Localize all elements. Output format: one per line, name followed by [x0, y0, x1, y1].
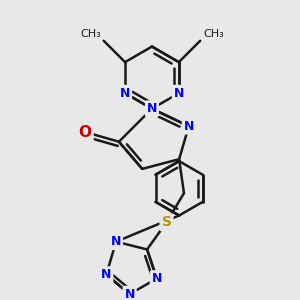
Text: N: N [124, 288, 135, 300]
Text: O: O [79, 125, 92, 140]
Text: CH₃: CH₃ [80, 29, 101, 39]
Text: N: N [111, 235, 121, 248]
Text: CH₃: CH₃ [203, 29, 224, 39]
Text: N: N [101, 268, 112, 281]
Text: N: N [174, 87, 184, 100]
Text: N: N [184, 120, 194, 133]
Text: S: S [161, 215, 172, 229]
Text: N: N [147, 102, 157, 115]
Text: N: N [120, 87, 130, 100]
Text: N: N [152, 272, 162, 285]
